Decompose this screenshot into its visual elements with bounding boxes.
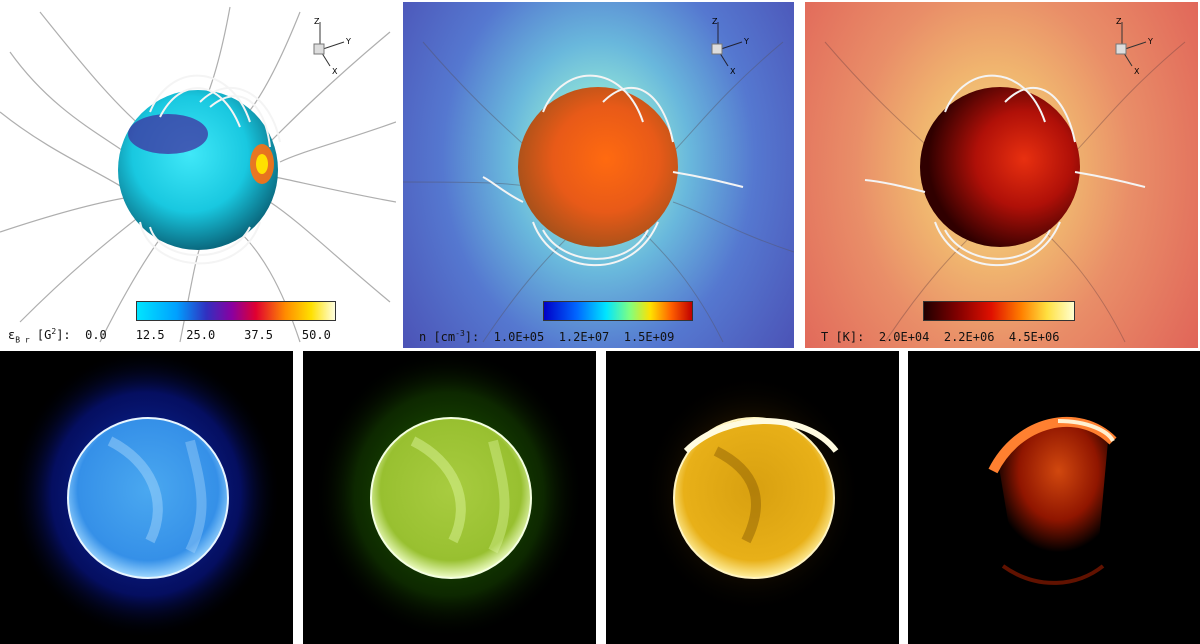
density-colorbar-label: n [cm-3]: 1.0E+05 1.2E+07 1.5E+09 — [419, 329, 675, 344]
density-colorbar — [543, 301, 693, 321]
synthetic-image-green — [303, 351, 596, 644]
star-sphere — [920, 87, 1080, 247]
axis-y-label: Y — [743, 37, 749, 46]
axis-z-label: Z — [1116, 17, 1122, 26]
magnetic-energy-panel: Z Y X εB r [G2]: 0.0 12.5 25.0 37.5 50.0 — [0, 2, 396, 348]
magnetic-colorbar-label: εB r [G2]: 0.0 12.5 25.0 37.5 50.0 — [8, 326, 331, 344]
synthetic-image-blue — [0, 351, 293, 644]
axis-z-label: Z — [712, 17, 718, 26]
density-render — [403, 41, 794, 343]
field-lines-render — [0, 6, 396, 343]
axis-x-label: X — [1134, 67, 1140, 76]
temperature-render — [824, 41, 1186, 343]
star-sphere — [518, 87, 678, 247]
synthetic-image-yellow — [606, 351, 899, 644]
synthetic-image-red — [908, 351, 1200, 644]
axis-x-label: X — [730, 67, 736, 76]
density-panel: Z Y X n [cm-3]: 1.0E+05 1.2E+07 1.5E+09 — [403, 2, 794, 348]
axis-y-label: Y — [1147, 37, 1153, 46]
axis-y-label: Y — [345, 37, 351, 46]
axes-triad: Z Y X — [696, 16, 760, 80]
axes-triad: Z Y X — [298, 16, 362, 80]
temperature-panel: Z Y X T [K]: 2.0E+04 2.2E+06 4.5E+06 — [805, 2, 1198, 348]
magnetic-colorbar — [136, 301, 336, 321]
axis-z-label: Z — [314, 17, 320, 26]
temperature-colorbar — [923, 301, 1075, 321]
temperature-colorbar-label: T [K]: 2.0E+04 2.2E+06 4.5E+06 — [821, 330, 1060, 344]
axes-triad: Z Y X — [1100, 16, 1164, 80]
axis-x-label: X — [332, 67, 338, 76]
